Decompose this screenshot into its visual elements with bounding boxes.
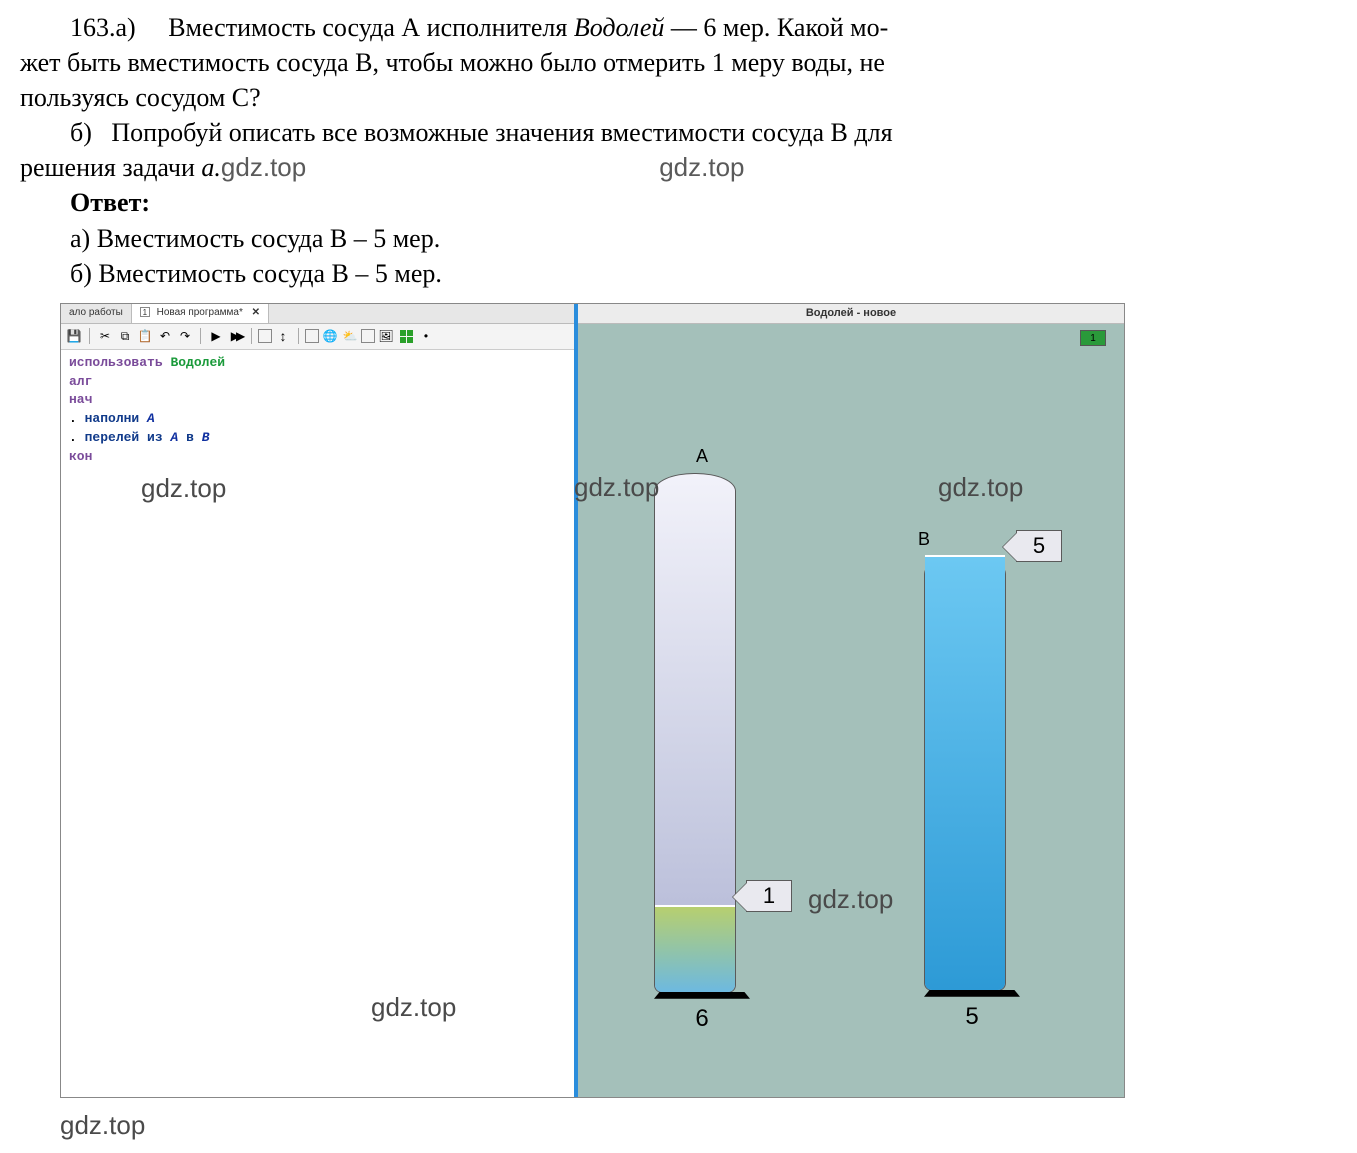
wm1: gdz.top	[221, 152, 306, 182]
page-bottom-wm: gdz.top	[0, 1102, 1357, 1153]
b-label: б)	[70, 118, 92, 147]
vessel-a-capacity: 6	[654, 1005, 750, 1033]
wm-sim-tl: gdz.top	[574, 472, 659, 503]
tool-b-icon[interactable]: ↕	[274, 327, 292, 345]
vessel-a-base	[654, 992, 750, 999]
step-indicator: 1	[1080, 330, 1106, 346]
marker-b: 5	[1016, 530, 1062, 562]
vessel-a-label: A	[654, 446, 750, 467]
answer-a: а) Вместимость сосуда В – 5 мер.	[20, 221, 1337, 256]
marker-a: 1	[746, 880, 792, 912]
code-l5: . перелей из A в B	[69, 429, 566, 448]
code-editor[interactable]: использовать Водолей алг нач . наполни A…	[61, 350, 574, 1097]
sep4	[298, 328, 299, 344]
t1a: Вместимость сосуда А исполнителя	[168, 13, 574, 42]
answer-b: б) Вместимость сосуда В – 5 мер.	[20, 256, 1337, 291]
tab-bar: ало работы 1 Новая программа* ✕	[61, 304, 574, 324]
sep3	[251, 328, 252, 344]
sim-title: Водолей - новое	[578, 304, 1124, 324]
dot2: .	[69, 430, 85, 445]
cmd1: наполни	[85, 411, 140, 426]
kw-use: использовать	[69, 355, 163, 370]
code-l1: использовать Водолей	[69, 354, 566, 373]
sep	[89, 328, 90, 344]
dot-icon[interactable]: •	[417, 327, 435, 345]
wm-sim-bot: gdz.top	[808, 884, 893, 915]
wm2: gdz.top	[659, 152, 744, 182]
arg2b: B	[202, 430, 210, 445]
t1b: — 6 мер. Какой мо-	[664, 13, 888, 42]
vessel-b	[924, 556, 1006, 991]
b-text2a: решения задачи	[20, 153, 201, 182]
undo-icon[interactable]: ↶	[156, 327, 174, 345]
line-b2: решения задачи а.gdz.top gdz.top	[20, 150, 1337, 185]
arg2a: A	[170, 430, 178, 445]
wm-code-top: gdz.top	[141, 470, 226, 508]
problem-number: 163.а)	[70, 13, 136, 42]
code-panel: ало работы 1 Новая программа* ✕ 💾 ✂ ⧉ 📋 …	[61, 304, 578, 1097]
vessel-a	[654, 473, 736, 993]
cmd2: перелей	[85, 430, 140, 445]
sim-panel: Водолей - новое 1 A 6 1 B 5	[578, 304, 1124, 1097]
line-a1: 163.а) Вместимость сосуда А исполнителя …	[20, 10, 1337, 45]
line-a3: пользуясь сосудом С?	[20, 80, 1337, 115]
wm-sim-tr: gdz.top	[938, 472, 1023, 503]
close-icon[interactable]: ✕	[252, 307, 260, 318]
code-l3: нач	[69, 391, 566, 410]
kumir-app: ало работы 1 Новая программа* ✕ 💾 ✂ ⧉ 📋 …	[60, 303, 1125, 1098]
code-l2: алг	[69, 373, 566, 392]
kw-from: из	[147, 430, 163, 445]
sim-area: 1 A 6 1 B 5 5 gdz.top	[578, 324, 1124, 1097]
w2-icon[interactable]	[361, 329, 375, 343]
kw-mod: Водолей	[170, 355, 225, 370]
code-l6: кон	[69, 448, 566, 467]
tab1-label: ало работы	[69, 307, 123, 318]
kw-to: в	[186, 430, 194, 445]
toolbar: 💾 ✂ ⧉ 📋 ↶ ↷ ▶ ▶▶ ↕ 🌐 ⛅ 🖼	[61, 324, 574, 350]
globe-icon[interactable]: 🌐	[321, 327, 339, 345]
t1i: Водолей	[574, 13, 665, 42]
tab-journal[interactable]: ало работы	[61, 304, 132, 323]
tab2-label: Новая программа*	[157, 307, 243, 318]
water-b	[925, 555, 1005, 990]
b-text2b: а.	[201, 153, 221, 182]
code-l4: . наполни A	[69, 410, 566, 429]
tab-program[interactable]: 1 Новая программа* ✕	[132, 304, 269, 323]
w1-icon[interactable]	[305, 329, 319, 343]
cloud-icon[interactable]: ⛅	[341, 327, 359, 345]
run-fwd-icon[interactable]: ▶▶	[227, 327, 245, 345]
grid-icon[interactable]	[397, 327, 415, 345]
run-icon[interactable]: ▶	[207, 327, 225, 345]
vessel-b-capacity: 5	[924, 1003, 1020, 1031]
cut-icon[interactable]: ✂	[96, 327, 114, 345]
vessel-a-wrap: A 6 1	[654, 446, 750, 1033]
ans-lbl: Ответ:	[70, 188, 150, 217]
copy-icon[interactable]: ⧉	[116, 327, 134, 345]
water-a	[655, 905, 735, 992]
arg1: A	[147, 411, 155, 426]
tool-a-icon[interactable]	[258, 329, 272, 343]
answer-label: Ответ:	[20, 185, 1337, 220]
line-b1: б) Попробуй описать все возможные значен…	[20, 115, 1337, 150]
save-icon[interactable]: 💾	[65, 327, 83, 345]
problem-text: 163.а) Вместимость сосуда А исполнителя …	[0, 0, 1357, 299]
dot1: .	[69, 411, 85, 426]
b-text1: Попробуй описать все возможные значения …	[111, 118, 892, 147]
pic-icon[interactable]: 🖼	[377, 327, 395, 345]
line-a2: жет быть вместимость сосуда В, чтобы мож…	[20, 45, 1337, 80]
paste-icon[interactable]: 📋	[136, 327, 154, 345]
tab-doc-icon: 1	[140, 307, 150, 317]
wm-code-bottom: gdz.top	[371, 989, 456, 1027]
vessel-b-base	[924, 990, 1020, 997]
sep2	[200, 328, 201, 344]
redo-icon[interactable]: ↷	[176, 327, 194, 345]
vessel-b-wrap: B 5 5	[924, 529, 1020, 1031]
